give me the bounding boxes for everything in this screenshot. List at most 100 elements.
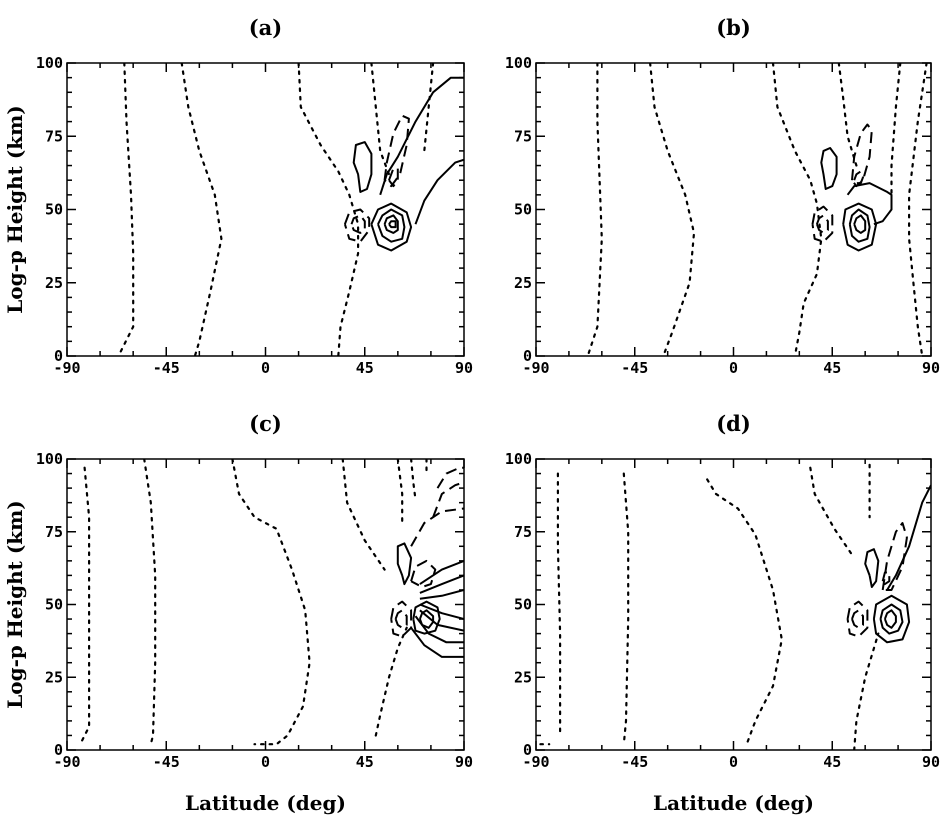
solid-contour (879, 603, 904, 635)
dotted-contour (374, 626, 408, 737)
x-tick-label: 45 (823, 359, 841, 377)
y-tick-label: 50 (514, 201, 532, 219)
solid-contour (853, 214, 867, 234)
x-axis-label: Latitude (deg) (185, 791, 346, 815)
dotted-contour (410, 459, 417, 501)
dotted-contour (231, 459, 311, 746)
dotted-contour (118, 63, 135, 355)
x-tick-label: 90 (922, 753, 940, 771)
dotted-contour (622, 472, 630, 746)
x-tick-label: 45 (356, 359, 374, 377)
dotted-contour (370, 63, 391, 176)
panel-3: (c) -90 -45 0 45 90 0 25 50 75 100 Log-p Height (km… (3, 411, 473, 815)
dotted-contour (180, 63, 223, 356)
x-tick-label: 0 (261, 359, 270, 377)
dashed-contour (350, 214, 366, 234)
dashed-contour (811, 205, 834, 243)
solid-contour (383, 214, 399, 234)
solid-contour (388, 220, 397, 229)
solid-contour (410, 627, 464, 658)
y-tick-label: 0 (54, 347, 63, 365)
dotted-contour (587, 63, 603, 355)
dotted-contour (706, 478, 783, 746)
x-tick-label: 45 (356, 753, 374, 771)
x-axis-label: Latitude (deg) (653, 791, 814, 815)
x-tick-label: -90 (53, 753, 80, 771)
y-axis-label: Log-p Height (km) (3, 500, 27, 709)
y-tick-label: 25 (514, 668, 532, 686)
axes-frame (535, 458, 932, 751)
x-tick-label: 0 (729, 753, 738, 771)
panel-2: (b) -90 -45 0 45 90 0 25 50 75 100 (505, 15, 940, 377)
contour-lines (118, 63, 464, 356)
dashed-contour (410, 507, 464, 547)
solid-contour (419, 574, 464, 594)
dashed-contour (383, 114, 410, 188)
contour-lines (587, 63, 928, 356)
panel-1: (a) -90 -45 0 45 90 0 25 50 75 100 Log-p Height (km… (3, 15, 473, 377)
dashed-contour (436, 466, 464, 489)
x-tick-label: 90 (922, 359, 940, 377)
dashed-contour (343, 208, 371, 243)
dashed-contour (846, 600, 869, 638)
x-tick-label: 45 (823, 753, 841, 771)
solid-contour (414, 158, 464, 225)
dotted-contour (908, 63, 928, 356)
y-tick-label: 25 (514, 274, 532, 292)
panel-title: (a) (249, 15, 282, 40)
panel-title: (c) (249, 411, 282, 436)
dashed-contour (881, 522, 908, 591)
y-tick-label: 100 (505, 54, 532, 72)
solid-contour (848, 208, 871, 243)
y-tick-label: 0 (523, 347, 532, 365)
dotted-contour (423, 63, 435, 152)
solid-contour (886, 484, 931, 591)
tick-marks (535, 458, 932, 751)
x-tick-label: -45 (153, 359, 180, 377)
y-tick-label: 50 (45, 201, 63, 219)
panel-title: (b) (716, 15, 751, 40)
x-tick-label: -90 (53, 359, 80, 377)
x-tick-label: -90 (522, 753, 549, 771)
solid-contour (379, 76, 464, 196)
y-tick-label: 0 (54, 741, 63, 759)
y-axis-label: Log-p Height (km) (3, 105, 27, 314)
dashed-contour (394, 609, 408, 629)
solid-contour (872, 594, 911, 644)
dotted-contour (890, 63, 902, 196)
dotted-contour (837, 63, 858, 167)
x-tick-label: 90 (455, 753, 473, 771)
dashed-contour (851, 609, 864, 629)
dotted-contour (79, 466, 91, 746)
y-tick-label: 50 (514, 596, 532, 614)
solid-contour (883, 609, 897, 629)
solid-contour (820, 147, 838, 190)
y-tick-label: 75 (514, 127, 532, 145)
x-tick-label: -45 (153, 753, 180, 771)
contour-lines (79, 459, 464, 746)
dashed-contour (410, 559, 437, 588)
dotted-contour (556, 472, 562, 737)
tick-marks (66, 62, 465, 357)
y-tick-label: 50 (45, 596, 63, 614)
solid-contour (864, 548, 880, 588)
solid-contour (412, 600, 441, 635)
dotted-contour (341, 459, 386, 571)
dotted-contour (853, 632, 880, 750)
y-tick-label: 25 (45, 668, 63, 686)
solid-contour (370, 202, 413, 252)
solid-contour (396, 542, 413, 586)
dashed-contour (851, 123, 873, 188)
y-tick-label: 75 (45, 127, 63, 145)
solid-contour (842, 202, 878, 252)
dashed-contour (881, 571, 891, 586)
solid-contour (418, 609, 435, 629)
solid-contour (419, 559, 464, 585)
x-tick-label: -45 (621, 753, 648, 771)
dotted-contour (649, 63, 696, 356)
dashed-contour (815, 214, 829, 234)
panel-title: (d) (716, 411, 751, 436)
dotted-contour (396, 459, 404, 525)
